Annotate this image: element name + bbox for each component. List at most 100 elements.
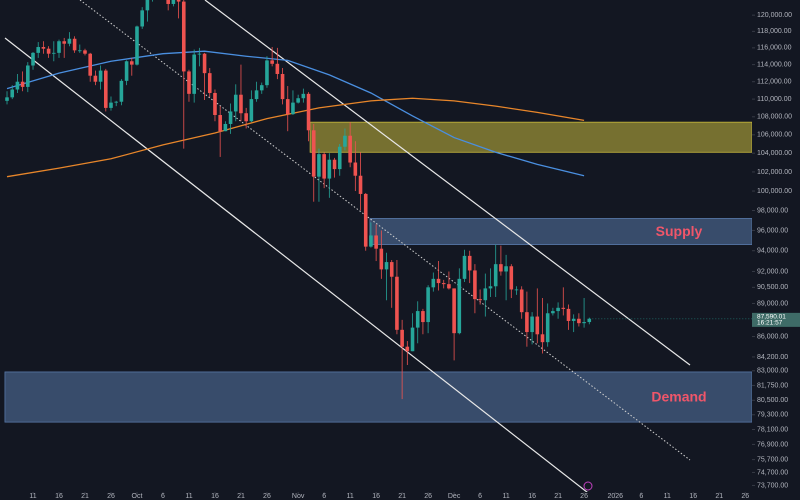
candle-body [587,318,592,323]
last-price-tag [752,312,800,327]
y-tick-label: 80,500.00 [757,397,788,404]
candle-body [10,89,15,98]
candle-body [270,60,274,64]
x-tick-label: 26 [580,493,588,500]
candle-body [46,48,51,54]
candle-body [119,80,124,102]
candle-body [488,286,493,289]
x-tick-label: 16 [372,493,380,500]
x-tick-label: 16 [689,493,697,500]
candle-body [280,73,285,100]
y-tick-label: 84,200.00 [757,354,788,361]
y-tick-label: 92,000.00 [757,268,788,275]
x-tick-label: 26 [741,493,749,500]
candle-body [384,262,389,270]
candle-body [124,61,129,81]
y-tick-label: 78,100.00 [757,426,788,433]
x-tick-label: 6 [161,493,165,500]
candle-body [129,61,134,65]
y-tick-label: 96,000.00 [757,227,788,234]
candle-body [244,113,248,122]
candle-body [577,318,581,324]
y-tick-label: 74,700.00 [757,469,788,476]
x-tick-label: 11 [29,493,36,500]
candle-body [348,135,352,163]
y-tick-label: 114,000.00 [757,61,792,68]
candle-body [327,159,332,179]
candle-body [447,284,451,289]
candle-body [545,313,550,343]
candle-body [421,311,425,323]
candle-body [20,81,25,87]
x-tick-label: 16 [211,493,219,500]
candle-body [400,329,404,347]
y-tick-label: 116,000.00 [757,45,792,52]
y-tick-label: 100,000.00 [757,188,792,195]
y-tick-label: 108,000.00 [757,114,792,121]
y-tick-label: 118,000.00 [757,28,792,35]
candle-body [93,75,98,82]
y-tick-label: 104,000.00 [757,150,792,157]
x-tick-label: 26 [107,493,115,500]
candle-body [410,327,415,352]
candle-body [431,278,436,288]
zones: Supply Demand [4,121,752,423]
candle-body [353,162,358,176]
x-tick-label: 6 [639,493,643,500]
candle-body [363,193,368,247]
x-tick-label: 6 [478,493,482,500]
candle-body [415,311,420,328]
candle-body [181,1,186,72]
candle-body [83,50,87,54]
y-tick-label: 110,000.00 [757,96,792,103]
candle-body [41,47,46,49]
candle-body [457,278,462,334]
candle-body [145,0,150,11]
candle-body [467,255,472,271]
candle-body [405,346,410,352]
candle-body [202,53,207,74]
x-tick-label: Dec [448,493,461,500]
candle-body [114,101,118,103]
candle-body [551,311,555,314]
candle-body [530,316,534,333]
candle-body [493,264,498,287]
candle-body [98,70,103,82]
moving-average [6,97,585,178]
zone-label: Supply [656,223,703,239]
y-tick-label: 83,000.00 [757,368,788,375]
candle-body [259,85,264,91]
candle-body [395,276,399,330]
last-price-label: 87,590.01 [757,314,786,321]
x-tick-label: Nov [292,493,305,500]
y-tick-label: 106,000.00 [757,132,792,139]
candle-body [52,52,56,54]
axes: 120,000.00 118,000.00 116,000.00 114,000.00… [29,12,800,500]
candle-body [291,102,295,115]
y-tick-label: 75,700.00 [757,456,788,463]
candle-body [5,97,9,101]
x-tick-label: 21 [398,493,406,500]
x-tick-label: 21 [715,493,723,500]
x-tick-label: 6 [322,493,326,500]
candle-body [571,318,576,321]
candle-body [478,299,482,301]
candle-body [332,159,337,170]
candle-body [462,255,467,279]
channel-midline [79,0,691,461]
candle-body [171,0,176,4]
zone-label: Demand [651,389,706,405]
candle-body [78,50,82,52]
x-tick-label: Oct [132,493,143,500]
x-tick-label: 11 [502,493,509,500]
channel-line [4,37,588,492]
candle-body [88,53,92,76]
candle-body [561,307,566,309]
candle-body [67,38,72,44]
candle-body [72,38,77,51]
y-tick-label: 98,000.00 [757,207,788,214]
candle-body [109,102,113,108]
candle-body [197,53,202,55]
moving-average [6,50,585,177]
